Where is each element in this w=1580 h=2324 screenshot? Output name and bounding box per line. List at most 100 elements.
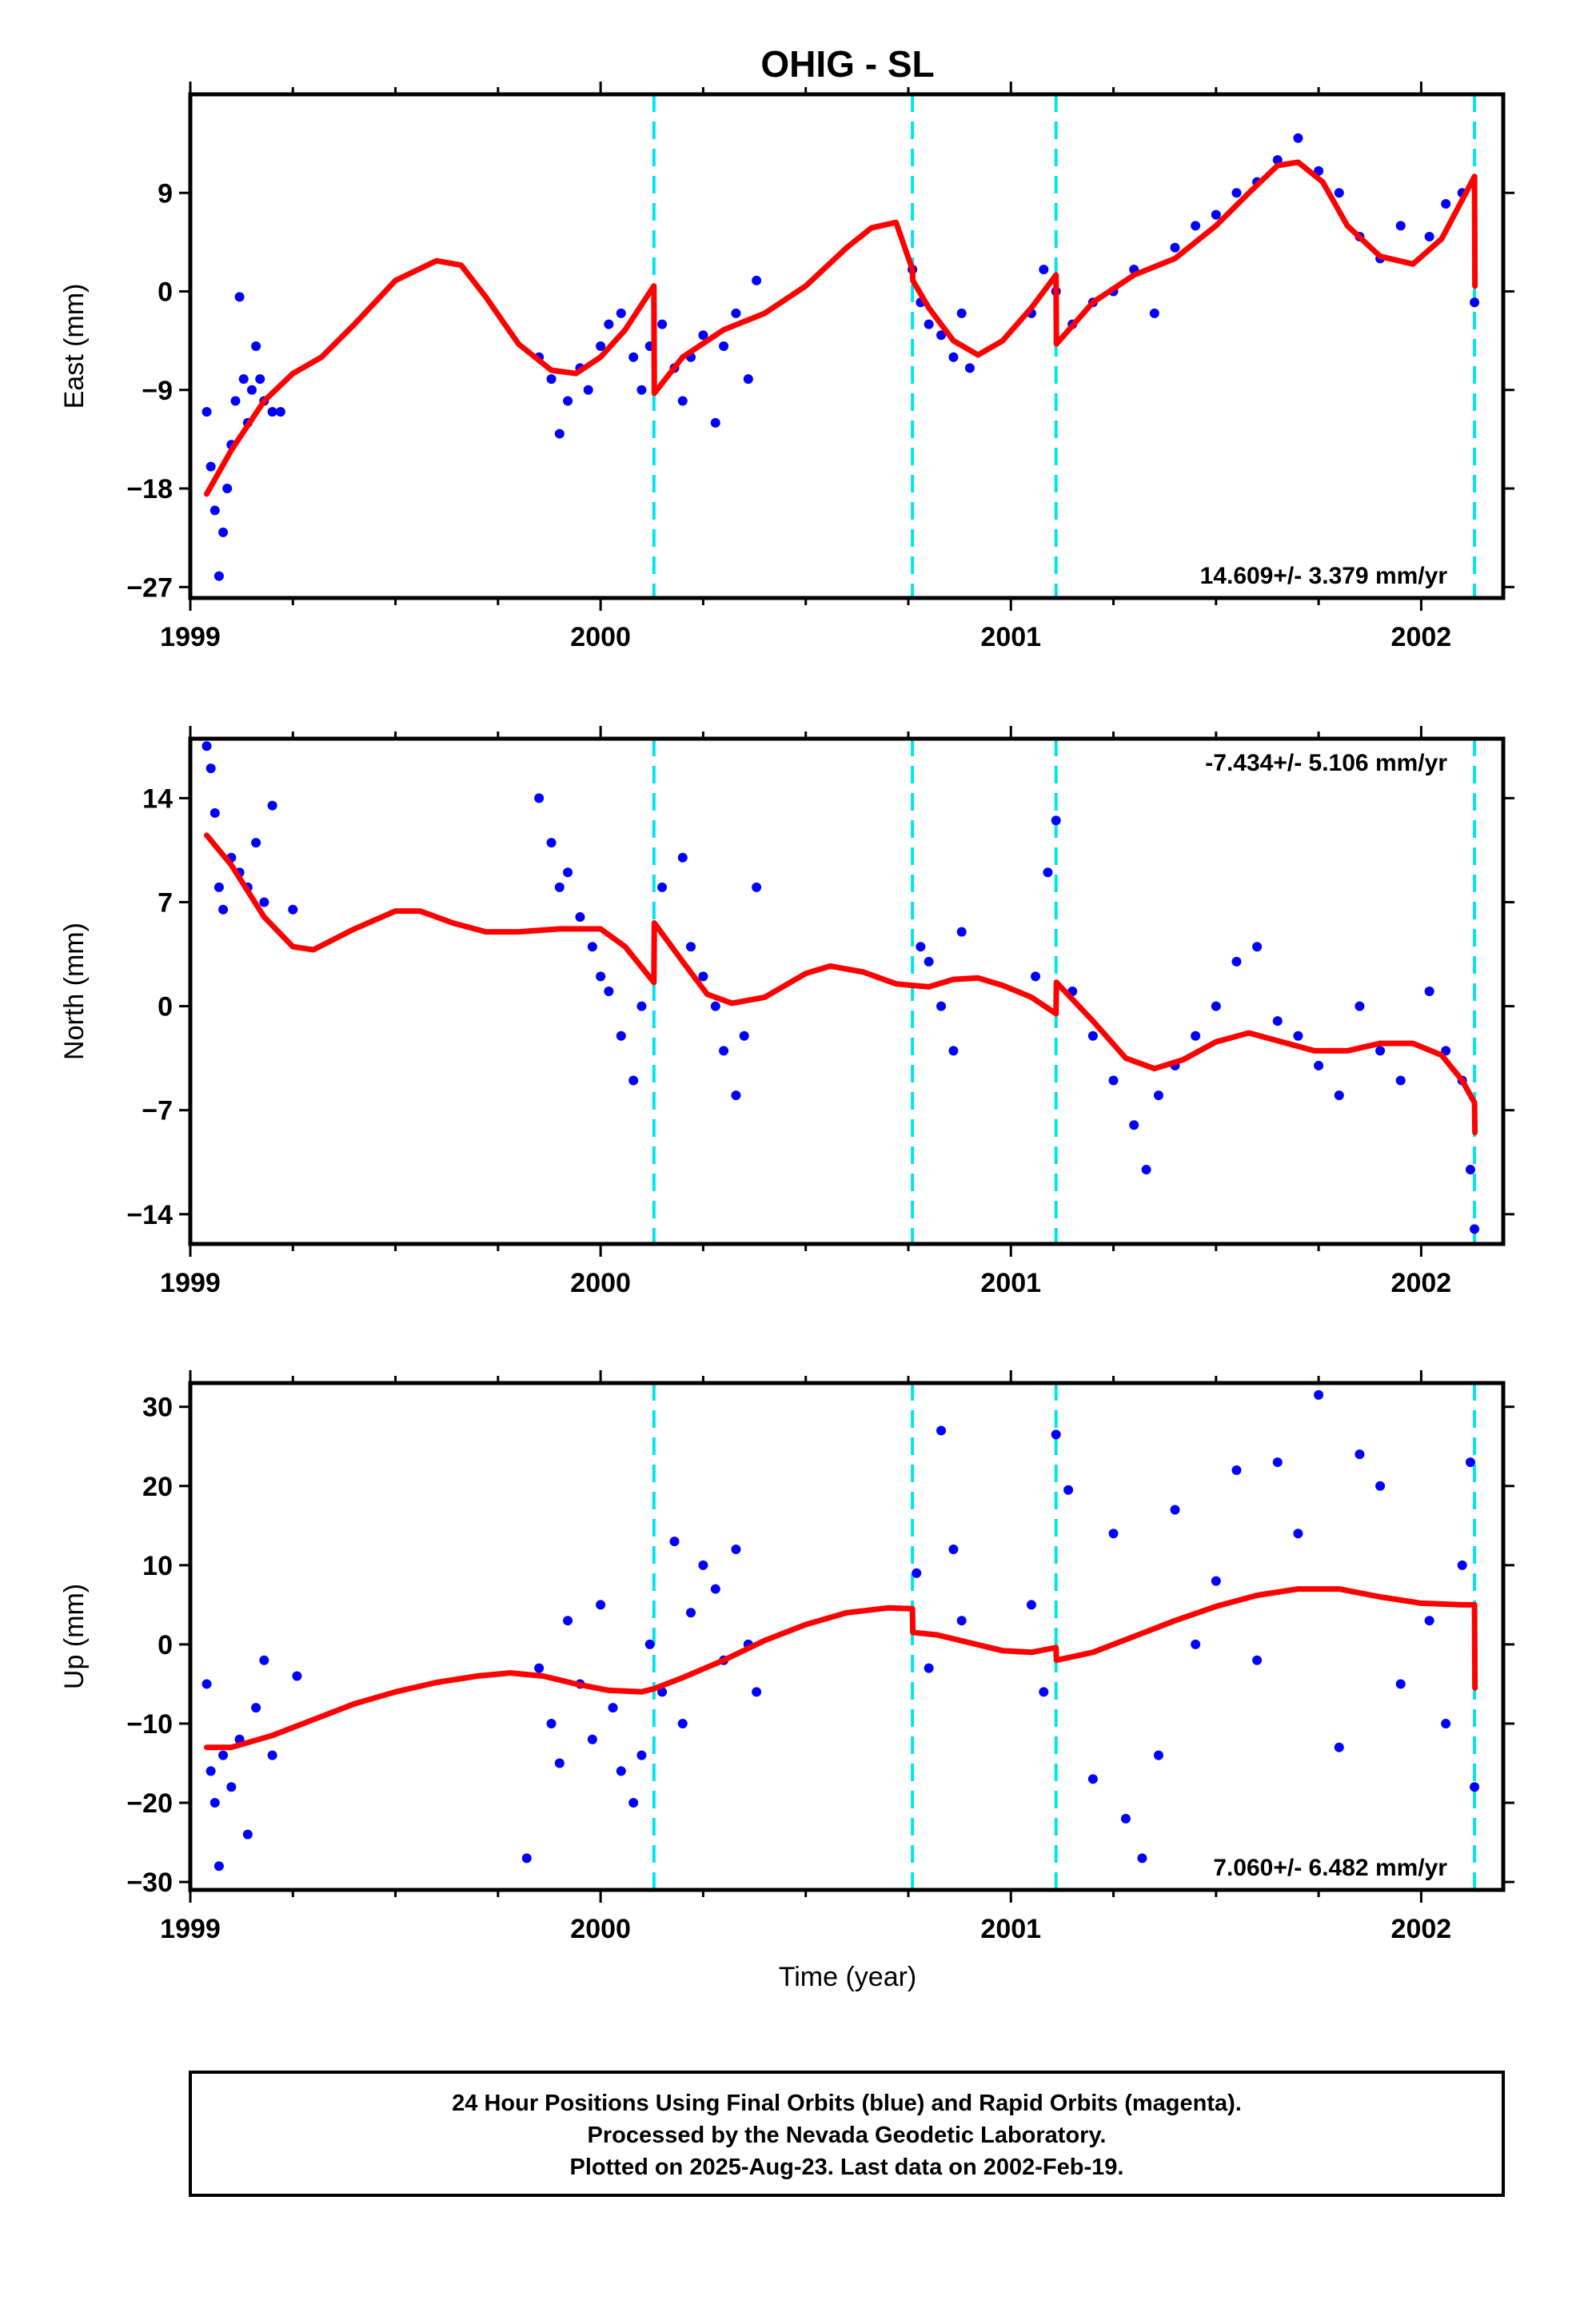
north-data-point — [1031, 971, 1041, 982]
north-data-point — [936, 1001, 947, 1011]
up-data-point — [1039, 1687, 1049, 1697]
up-data-point — [226, 1782, 237, 1792]
up-data-point — [636, 1750, 647, 1760]
east-data-point — [924, 319, 934, 329]
up-y-tick-label: 10 — [142, 1551, 173, 1581]
chart-title: OHIG - SL — [760, 43, 934, 85]
east-data-point — [657, 319, 668, 329]
north-plot-frame — [188, 736, 1506, 1246]
north-data-point — [604, 987, 614, 996]
up-y-tick-label: 30 — [142, 1393, 173, 1423]
north-data-point — [213, 882, 224, 892]
up-data-point — [644, 1639, 655, 1649]
east-data-point — [752, 275, 762, 285]
east-data-point — [209, 505, 220, 516]
up-data-point — [912, 1568, 922, 1578]
up-x-tick-label: 1999 — [160, 1914, 221, 1944]
north-data-point — [267, 800, 277, 811]
north-data-point — [563, 867, 573, 878]
up-data-point — [259, 1655, 269, 1665]
caption-line-2: Processed by the Nevada Geodetic Laborat… — [588, 2123, 1107, 2148]
up-y-tick-label: −10 — [126, 1709, 173, 1740]
up-data-point — [1153, 1750, 1163, 1760]
north-data-point — [1231, 956, 1242, 967]
north-data-point — [628, 1075, 639, 1086]
east-data-point — [1149, 308, 1159, 318]
east-data-point — [710, 417, 720, 428]
x-axis-label: Time (year) — [779, 1962, 917, 1992]
east-data-point — [1211, 209, 1221, 220]
east-data-point — [1191, 221, 1201, 231]
north-x-tick-label: 1999 — [160, 1268, 221, 1298]
north-data-point — [1293, 1030, 1303, 1041]
north-y-tick-label: 0 — [158, 992, 173, 1022]
north-y-tick-label: 14 — [142, 783, 173, 814]
up-model-curve — [204, 1586, 1478, 1751]
north-x-tick-label: 2002 — [1391, 1268, 1452, 1298]
up-data-point — [1087, 1774, 1098, 1784]
east-rate-label: 14.609+/- 3.379 mm/yr — [1200, 563, 1448, 589]
east-data-point — [719, 341, 729, 351]
north-data-point — [1470, 1224, 1480, 1234]
east-data-point — [948, 352, 959, 362]
up-data-point — [710, 1584, 720, 1594]
east-y-tick-label: −18 — [126, 474, 173, 504]
east-data-point — [1424, 232, 1434, 242]
east-data-point — [636, 385, 647, 395]
north-data-point — [636, 1001, 647, 1011]
north-data-point — [752, 882, 762, 892]
up-data-point — [1108, 1529, 1119, 1539]
north-data-point — [719, 1046, 729, 1056]
east-data-point — [1170, 242, 1180, 253]
north-y-tick-label: −7 — [142, 1096, 173, 1126]
east-data-point — [238, 374, 249, 385]
up-y-tick-label: 0 — [158, 1630, 173, 1660]
north-data-point — [1424, 987, 1434, 996]
up-data-point — [563, 1616, 573, 1626]
north-data-point — [924, 956, 934, 967]
east-x-tick-label: 2002 — [1391, 622, 1452, 652]
north-data-point — [218, 904, 229, 915]
up-data-point — [1063, 1485, 1074, 1495]
up-data-point — [1375, 1481, 1386, 1491]
east-data-point — [1231, 188, 1242, 198]
east-data-point — [201, 407, 212, 417]
up-rate-label: 7.060+/- 6.482 mm/yr — [1213, 1855, 1447, 1881]
up-data-point — [1051, 1429, 1061, 1440]
east-data-point — [554, 429, 565, 439]
east-data-point — [1395, 221, 1406, 231]
north-data-point — [1375, 1046, 1386, 1056]
north-data-point — [1129, 1120, 1139, 1130]
east-data-point — [251, 341, 261, 351]
north-data-point — [1252, 942, 1263, 952]
east-plot-area — [201, 94, 1480, 598]
north-data-point — [677, 852, 688, 863]
north-data-point — [1465, 1165, 1475, 1175]
east-y-tick-label: 0 — [158, 277, 173, 308]
up-data-point — [924, 1663, 934, 1673]
east-data-point — [546, 374, 557, 385]
up-y-axis-label: Up (mm) — [59, 1584, 90, 1689]
north-data-point — [1043, 867, 1053, 878]
east-data-point — [230, 396, 241, 406]
north-data-point — [288, 904, 298, 915]
east-data-point — [1441, 198, 1451, 209]
east-y-tick-label: −27 — [126, 572, 173, 603]
up-data-point — [1137, 1853, 1147, 1864]
east-data-point — [616, 308, 626, 318]
north-data-point — [916, 942, 926, 952]
east-data-point — [246, 385, 257, 395]
north-data-point — [1051, 815, 1061, 826]
north-x-tick-label: 2001 — [980, 1268, 1041, 1298]
east-x-tick-label: 2001 — [980, 622, 1041, 652]
east-data-point — [698, 330, 708, 341]
up-data-point — [554, 1758, 565, 1768]
east-data-point — [275, 407, 285, 417]
caption-box — [189, 2071, 1505, 2197]
up-x-tick-label: 2000 — [570, 1914, 631, 1944]
up-data-point — [698, 1560, 708, 1570]
north-data-point — [596, 971, 606, 982]
east-y-tick-label: 9 — [158, 178, 173, 209]
caption-line-1: 24 Hour Positions Using Final Orbits (bl… — [452, 2091, 1242, 2116]
up-data-point — [731, 1545, 741, 1555]
